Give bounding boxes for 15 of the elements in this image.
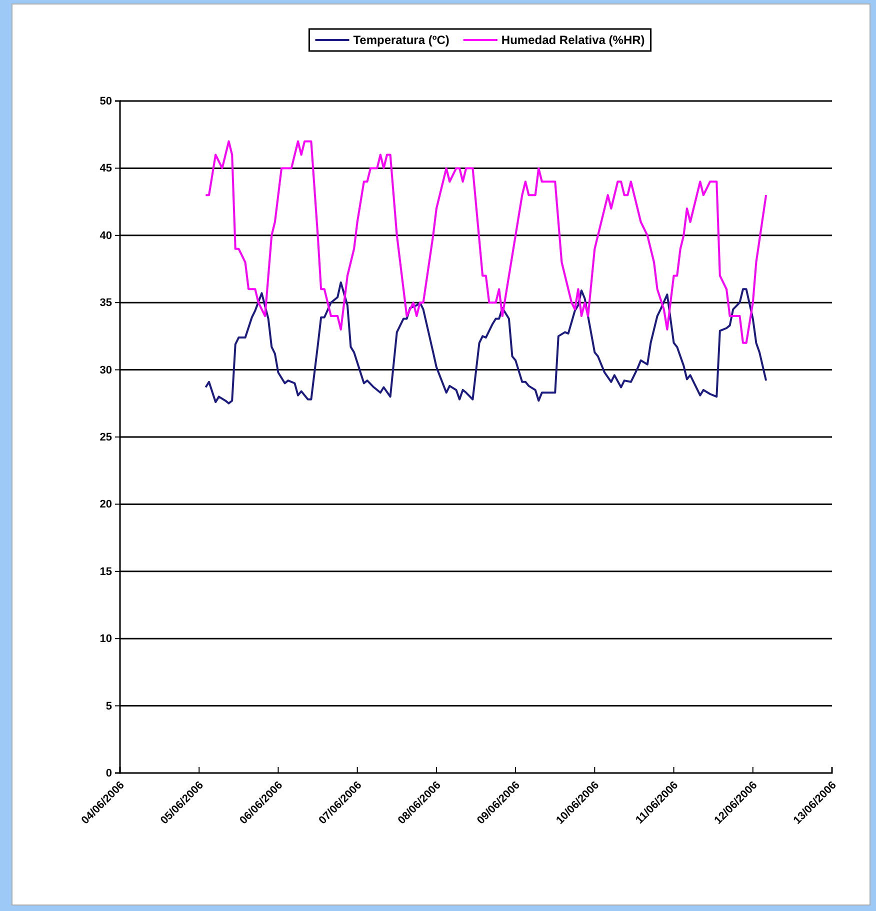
y-tick-label: 50: [100, 96, 112, 108]
y-tick-label: 35: [100, 297, 112, 310]
legend-label: Temperatura (ºC): [353, 33, 450, 47]
y-tick-label: 5: [106, 700, 112, 712]
y-tick-label: 20: [100, 498, 112, 511]
legend-label: Humedad Relativa (%HR): [501, 33, 645, 47]
y-tick-label: 15: [100, 566, 112, 578]
y-tick-label: 45: [100, 162, 112, 175]
y-tick-label: 10: [100, 633, 112, 646]
y-tick-label: 40: [100, 230, 112, 242]
line-series: [204, 281, 768, 404]
y-tick-label: 0: [106, 768, 112, 780]
line-series: [204, 140, 768, 344]
y-tick-label: 30: [100, 364, 112, 376]
y-tick-label: 25: [100, 432, 112, 444]
